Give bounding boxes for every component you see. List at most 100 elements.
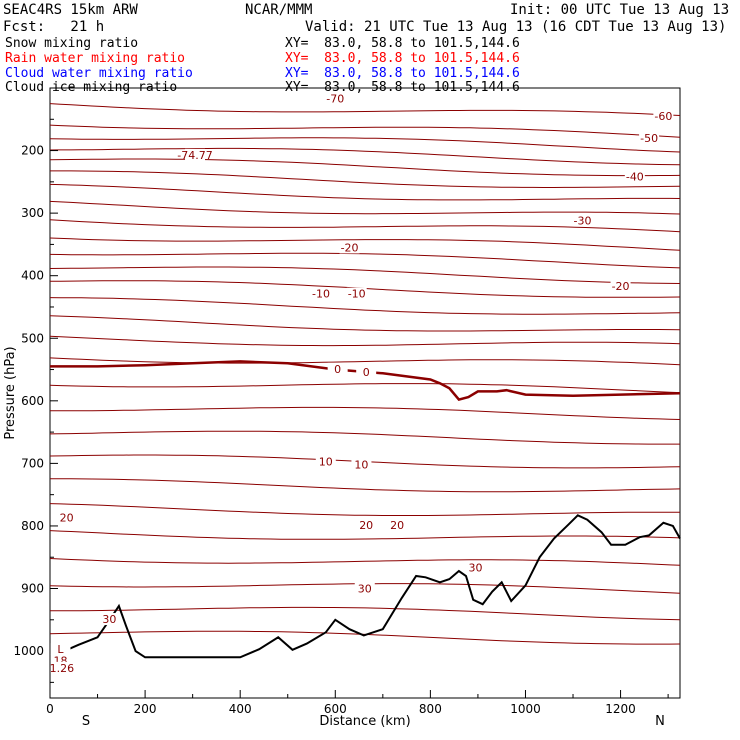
contour-label-0: -74.77 bbox=[177, 149, 212, 162]
forecast-hour: Fcst: 21 h bbox=[3, 19, 105, 35]
x-tick-label-5: 1000 bbox=[510, 702, 541, 716]
contour-label-6: -20 bbox=[341, 241, 359, 254]
contour-label-bg bbox=[639, 131, 660, 144]
endpoint-right: N bbox=[655, 714, 665, 729]
contour-label-3: -50 bbox=[640, 132, 658, 145]
field-name-snow: Snow mixing ratio bbox=[5, 36, 139, 51]
contour-label-bg bbox=[315, 455, 336, 468]
contour-label-bg bbox=[50, 643, 71, 656]
x-axis-title: Distance (km) bbox=[319, 714, 410, 729]
init-time: Init: 00 UTC Tue 13 Aug 13 bbox=[510, 2, 730, 18]
field-xy-cloud-water: XY= 83.0, 58.8 to 101.5,144.6 bbox=[285, 66, 520, 81]
contour-label-4: -40 bbox=[626, 171, 644, 184]
y-tick-label-6: 800 bbox=[21, 519, 44, 533]
contour-label-bg bbox=[356, 365, 377, 378]
y-tick-label-2: 400 bbox=[21, 269, 44, 283]
contour-label-5: -30 bbox=[574, 215, 592, 228]
y-tick-label-7: 900 bbox=[21, 582, 44, 596]
y-tick-label-3: 500 bbox=[21, 331, 44, 345]
isotherm-line bbox=[50, 478, 681, 493]
contour-label-10: 0 bbox=[334, 363, 341, 376]
isotherm-line bbox=[49, 124, 681, 138]
contour-label-20: L bbox=[57, 643, 64, 656]
x-tick-label-2: 400 bbox=[229, 702, 252, 716]
contour-label-bg bbox=[572, 214, 593, 227]
isotherm-line bbox=[49, 558, 681, 566]
isotherm-line bbox=[49, 252, 681, 269]
x-tick-label-3: 600 bbox=[324, 702, 347, 716]
y-tick-label-1: 300 bbox=[21, 206, 44, 220]
terrain-line bbox=[49, 514, 681, 659]
org-title: NCAR/MMM bbox=[245, 2, 313, 18]
isotherm-line bbox=[49, 630, 681, 645]
endpoint-left: S bbox=[82, 714, 90, 729]
contour-label-16: 20 bbox=[390, 519, 404, 532]
contour-label-15: 20 bbox=[359, 519, 373, 532]
contour-label-bg bbox=[465, 561, 486, 574]
contour-label-18: 30 bbox=[469, 562, 483, 575]
contour-label-bg bbox=[610, 280, 631, 293]
isotherm-line bbox=[49, 137, 681, 153]
isotherm-line bbox=[49, 503, 681, 516]
contour-label-bg bbox=[327, 362, 348, 375]
contour-label-22: 1.26 bbox=[50, 662, 75, 675]
y-axis-title: Pressure (hPa) bbox=[3, 346, 18, 439]
isotherm-line bbox=[50, 406, 681, 420]
isotherm-line bbox=[49, 219, 681, 233]
valid-time: Valid: 21 UTC Tue 13 Aug 13 (16 CDT Tue … bbox=[305, 19, 727, 35]
field-name-cloud-water: Cloud water mixing ratio bbox=[5, 66, 193, 81]
contour-label-8: -10 bbox=[312, 288, 330, 301]
isotherm-line bbox=[49, 530, 681, 540]
y-tick-label-8: 1000 bbox=[13, 644, 44, 658]
isotherm-line bbox=[50, 170, 681, 188]
contour-label-1: -70 bbox=[326, 93, 344, 106]
isotherm-line bbox=[49, 383, 681, 394]
isotherm-line bbox=[50, 606, 681, 621]
contour-label-14: 20 bbox=[60, 512, 74, 525]
field-name-rain: Rain water mixing ratio bbox=[5, 51, 186, 66]
x-tick-label-4: 800 bbox=[419, 702, 442, 716]
isotherm-line bbox=[49, 158, 681, 177]
contour-label-bg bbox=[351, 458, 372, 471]
contour-label-13: 10 bbox=[354, 459, 368, 472]
contour-label-bg bbox=[51, 661, 72, 674]
contour-label-bg bbox=[387, 519, 408, 532]
contour-label-7: -20 bbox=[612, 280, 630, 293]
isotherm-line bbox=[49, 430, 680, 445]
plot-frame bbox=[49, 87, 681, 699]
contour-label-bg bbox=[311, 287, 332, 300]
isotherm-line bbox=[49, 103, 681, 116]
contour-label-12: 10 bbox=[319, 455, 333, 468]
isotherm-line bbox=[49, 357, 681, 366]
contour-label-19: 30 bbox=[102, 613, 116, 626]
zero-isotherm-line bbox=[50, 360, 681, 402]
contour-label-bg bbox=[325, 92, 346, 105]
contour-label-2: -60 bbox=[654, 110, 672, 123]
y-tick-label-5: 700 bbox=[21, 456, 44, 470]
contour-label-bg bbox=[624, 170, 645, 183]
isotherm-line bbox=[49, 183, 681, 201]
isotherm-line bbox=[49, 266, 681, 284]
y-tick-label-4: 600 bbox=[21, 394, 44, 408]
isotherm-line bbox=[49, 200, 681, 215]
contour-label-bg bbox=[346, 287, 367, 300]
contour-label-9: -10 bbox=[348, 288, 366, 301]
x-tick-label-0: 0 bbox=[46, 702, 54, 716]
isotherm-line bbox=[49, 147, 681, 166]
field-xy-rain: XY= 83.0, 58.8 to 101.5,144.6 bbox=[285, 51, 520, 66]
model-title: SEAC4RS 15km ARW bbox=[3, 2, 138, 18]
contour-label-bg bbox=[56, 511, 77, 524]
isotherm-line bbox=[49, 297, 681, 315]
contour-label-bg bbox=[354, 582, 375, 595]
contour-label-11: 0 bbox=[363, 366, 370, 379]
contour-label-bg bbox=[653, 110, 674, 123]
contour-label-bg bbox=[356, 519, 377, 532]
x-tick-label-6: 1200 bbox=[605, 702, 636, 716]
contour-label-bg bbox=[99, 613, 120, 626]
x-tick-label-1: 200 bbox=[134, 702, 157, 716]
y-tick-label-0: 200 bbox=[21, 144, 44, 158]
field-xy-snow: XY= 83.0, 58.8 to 101.5,144.6 bbox=[285, 36, 520, 51]
isotherm-line bbox=[49, 335, 681, 347]
isotherm-line bbox=[49, 315, 681, 332]
